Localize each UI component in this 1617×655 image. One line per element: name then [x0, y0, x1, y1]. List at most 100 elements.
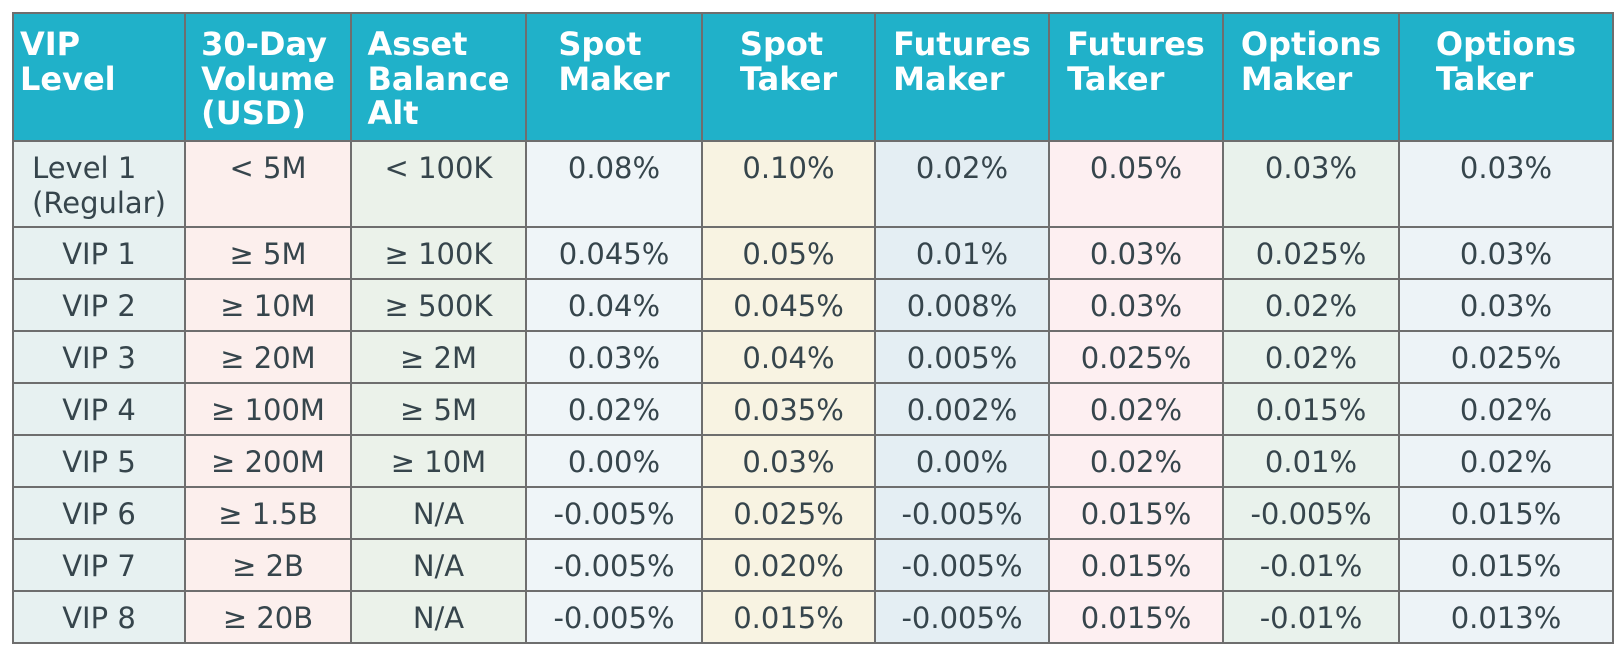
- futures-maker-cell: 0.002%: [874, 382, 1050, 436]
- vip-level-cell: VIP 1: [12, 226, 186, 280]
- options-taker-cell: 0.02%: [1398, 382, 1614, 436]
- spot-taker-cell: 0.025%: [701, 486, 876, 540]
- spot-taker-cell: 0.035%: [701, 382, 876, 436]
- column-header-text: Futures Taker: [1067, 25, 1205, 98]
- spot-maker-cell: 0.04%: [525, 278, 703, 332]
- futures-maker-cell: -0.005%: [874, 538, 1050, 592]
- asset-balance-cell: ≥ 500K: [350, 278, 527, 332]
- spot-maker-cell: 0.03%: [525, 330, 703, 384]
- volume-cell: ≥ 20B: [184, 590, 352, 644]
- futures-maker-cell: -0.005%: [874, 486, 1050, 540]
- spot-taker-cell: 0.020%: [701, 538, 876, 592]
- header-row: VIP Level 30-Day Volume (USD) Asset Bala…: [12, 12, 1614, 142]
- table-row: VIP 2 ≥ 10M ≥ 500K 0.04% 0.045% 0.008% 0…: [12, 278, 1614, 332]
- table-row: VIP 4 ≥ 100M ≥ 5M 0.02% 0.035% 0.002% 0.…: [12, 382, 1614, 436]
- column-header-text: Futures Maker: [893, 25, 1031, 98]
- options-taker-cell: 0.025%: [1398, 330, 1614, 384]
- spot-maker-cell: 0.045%: [525, 226, 703, 280]
- vip-level-cell: VIP 8: [12, 590, 186, 644]
- futures-taker-cell: 0.02%: [1048, 382, 1224, 436]
- column-header-vip-level: VIP Level: [12, 12, 186, 142]
- futures-maker-cell: 0.008%: [874, 278, 1050, 332]
- column-header-futures-maker: Futures Maker: [874, 12, 1050, 142]
- volume-cell: ≥ 200M: [184, 434, 352, 488]
- asset-balance-cell: N/A: [350, 486, 527, 540]
- options-taker-cell: 0.015%: [1398, 538, 1614, 592]
- options-taker-cell: 0.013%: [1398, 590, 1614, 644]
- futures-taker-cell: 0.015%: [1048, 538, 1224, 592]
- futures-maker-cell: -0.005%: [874, 590, 1050, 644]
- futures-taker-cell: 0.03%: [1048, 278, 1224, 332]
- spot-maker-cell: -0.005%: [525, 486, 703, 540]
- futures-taker-cell: 0.03%: [1048, 226, 1224, 280]
- column-header-asset-balance-alt: Asset Balance Alt: [350, 12, 527, 142]
- volume-cell: ≥ 20M: [184, 330, 352, 384]
- asset-balance-cell: < 100K: [350, 140, 527, 228]
- vip-level-cell: VIP 4: [12, 382, 186, 436]
- futures-taker-cell: 0.015%: [1048, 486, 1224, 540]
- volume-cell: < 5M: [184, 140, 352, 228]
- options-maker-cell: 0.02%: [1222, 330, 1400, 384]
- column-header-text: VIP Level: [20, 25, 116, 98]
- asset-balance-cell: ≥ 100K: [350, 226, 527, 280]
- futures-maker-cell: 0.005%: [874, 330, 1050, 384]
- volume-cell: ≥ 2B: [184, 538, 352, 592]
- spot-maker-cell: -0.005%: [525, 590, 703, 644]
- futures-maker-cell: 0.01%: [874, 226, 1050, 280]
- column-header-text: Asset Balance Alt: [367, 25, 510, 133]
- options-maker-cell: 0.015%: [1222, 382, 1400, 436]
- column-header-spot-maker: Spot Maker: [525, 12, 703, 142]
- options-taker-cell: 0.03%: [1398, 226, 1614, 280]
- options-taker-cell: 0.02%: [1398, 434, 1614, 488]
- column-header-options-taker: Options Taker: [1398, 12, 1614, 142]
- options-maker-cell: -0.005%: [1222, 486, 1400, 540]
- volume-cell: ≥ 1.5B: [184, 486, 352, 540]
- futures-taker-cell: 0.02%: [1048, 434, 1224, 488]
- options-maker-cell: 0.02%: [1222, 278, 1400, 332]
- cell-text: Level 1 (Regular): [32, 151, 166, 220]
- asset-balance-cell: N/A: [350, 590, 527, 644]
- spot-taker-cell: 0.045%: [701, 278, 876, 332]
- column-header-text: Spot Taker: [739, 25, 838, 98]
- spot-taker-cell: 0.05%: [701, 226, 876, 280]
- options-taker-cell: 0.03%: [1398, 140, 1614, 228]
- table-row: VIP 8 ≥ 20B N/A -0.005% 0.015% -0.005% 0…: [12, 590, 1614, 644]
- asset-balance-cell: ≥ 2M: [350, 330, 527, 384]
- spot-taker-cell: 0.015%: [701, 590, 876, 644]
- table-row: VIP 6 ≥ 1.5B N/A -0.005% 0.025% -0.005% …: [12, 486, 1614, 540]
- table-row: VIP 7 ≥ 2B N/A -0.005% 0.020% -0.005% 0.…: [12, 538, 1614, 592]
- spot-maker-cell: -0.005%: [525, 538, 703, 592]
- spot-maker-cell: 0.00%: [525, 434, 703, 488]
- spot-taker-cell: 0.03%: [701, 434, 876, 488]
- options-maker-cell: 0.03%: [1222, 140, 1400, 228]
- futures-taker-cell: 0.025%: [1048, 330, 1224, 384]
- spot-maker-cell: 0.02%: [525, 382, 703, 436]
- table-row: Level 1 (Regular) < 5M < 100K 0.08% 0.10…: [12, 140, 1614, 228]
- column-header-options-maker: Options Maker: [1222, 12, 1400, 142]
- options-maker-cell: 0.025%: [1222, 226, 1400, 280]
- vip-fee-table-container: VIP Level 30-Day Volume (USD) Asset Bala…: [12, 12, 1614, 644]
- vip-level-cell: VIP 5: [12, 434, 186, 488]
- column-header-spot-taker: Spot Taker: [701, 12, 876, 142]
- futures-maker-cell: 0.02%: [874, 140, 1050, 228]
- options-taker-cell: 0.03%: [1398, 278, 1614, 332]
- volume-cell: ≥ 10M: [184, 278, 352, 332]
- table-row: VIP 1 ≥ 5M ≥ 100K 0.045% 0.05% 0.01% 0.0…: [12, 226, 1614, 280]
- futures-taker-cell: 0.015%: [1048, 590, 1224, 644]
- vip-level-cell: VIP 7: [12, 538, 186, 592]
- options-taker-cell: 0.015%: [1398, 486, 1614, 540]
- volume-cell: ≥ 5M: [184, 226, 352, 280]
- column-header-text: Spot Maker: [558, 25, 670, 98]
- options-maker-cell: -0.01%: [1222, 538, 1400, 592]
- spot-taker-cell: 0.04%: [701, 330, 876, 384]
- vip-level-cell: VIP 2: [12, 278, 186, 332]
- table-row: VIP 3 ≥ 20M ≥ 2M 0.03% 0.04% 0.005% 0.02…: [12, 330, 1614, 384]
- spot-maker-cell: 0.08%: [525, 140, 703, 228]
- column-header-futures-taker: Futures Taker: [1048, 12, 1224, 142]
- vip-level-cell: Level 1 (Regular): [12, 140, 186, 228]
- asset-balance-cell: ≥ 5M: [350, 382, 527, 436]
- spot-taker-cell: 0.10%: [701, 140, 876, 228]
- table-body: Level 1 (Regular) < 5M < 100K 0.08% 0.10…: [12, 140, 1614, 644]
- volume-cell: ≥ 100M: [184, 382, 352, 436]
- vip-level-cell: VIP 3: [12, 330, 186, 384]
